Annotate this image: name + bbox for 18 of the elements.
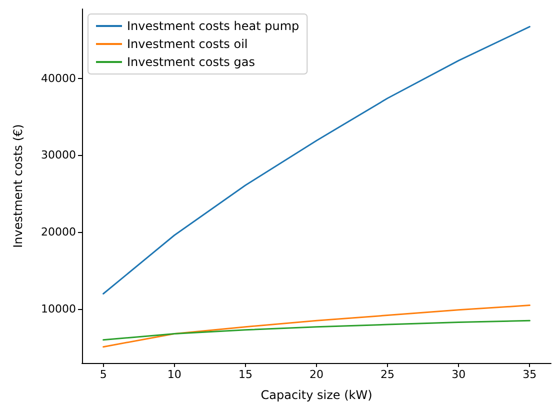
line-series [102, 320, 530, 341]
x-tick-label: 10 [167, 368, 182, 381]
x-tick-label: 30 [452, 368, 466, 381]
y-tick-label: 40000 [41, 72, 76, 85]
x-tick-label: 15 [238, 368, 252, 381]
y-tick-label: 30000 [41, 148, 76, 162]
x-axis-title: Capacity size (kW) [260, 388, 372, 402]
y-tick-label: 20000 [41, 226, 76, 239]
x-tick-label: 35 [522, 368, 537, 381]
legend-label: Investment costs oil [127, 37, 248, 51]
legend-label: Investment costs heat pump [127, 19, 300, 33]
y-tick-label: 10000 [41, 302, 76, 316]
line-series [102, 304, 530, 348]
x-tick-label: 20 [310, 368, 324, 381]
legend-label: Investment costs gas [127, 55, 255, 69]
y-axis-title: Investment costs (€) [11, 124, 25, 248]
x-tick-label: 5 [100, 368, 107, 381]
x-tick-label: 25 [380, 368, 395, 381]
